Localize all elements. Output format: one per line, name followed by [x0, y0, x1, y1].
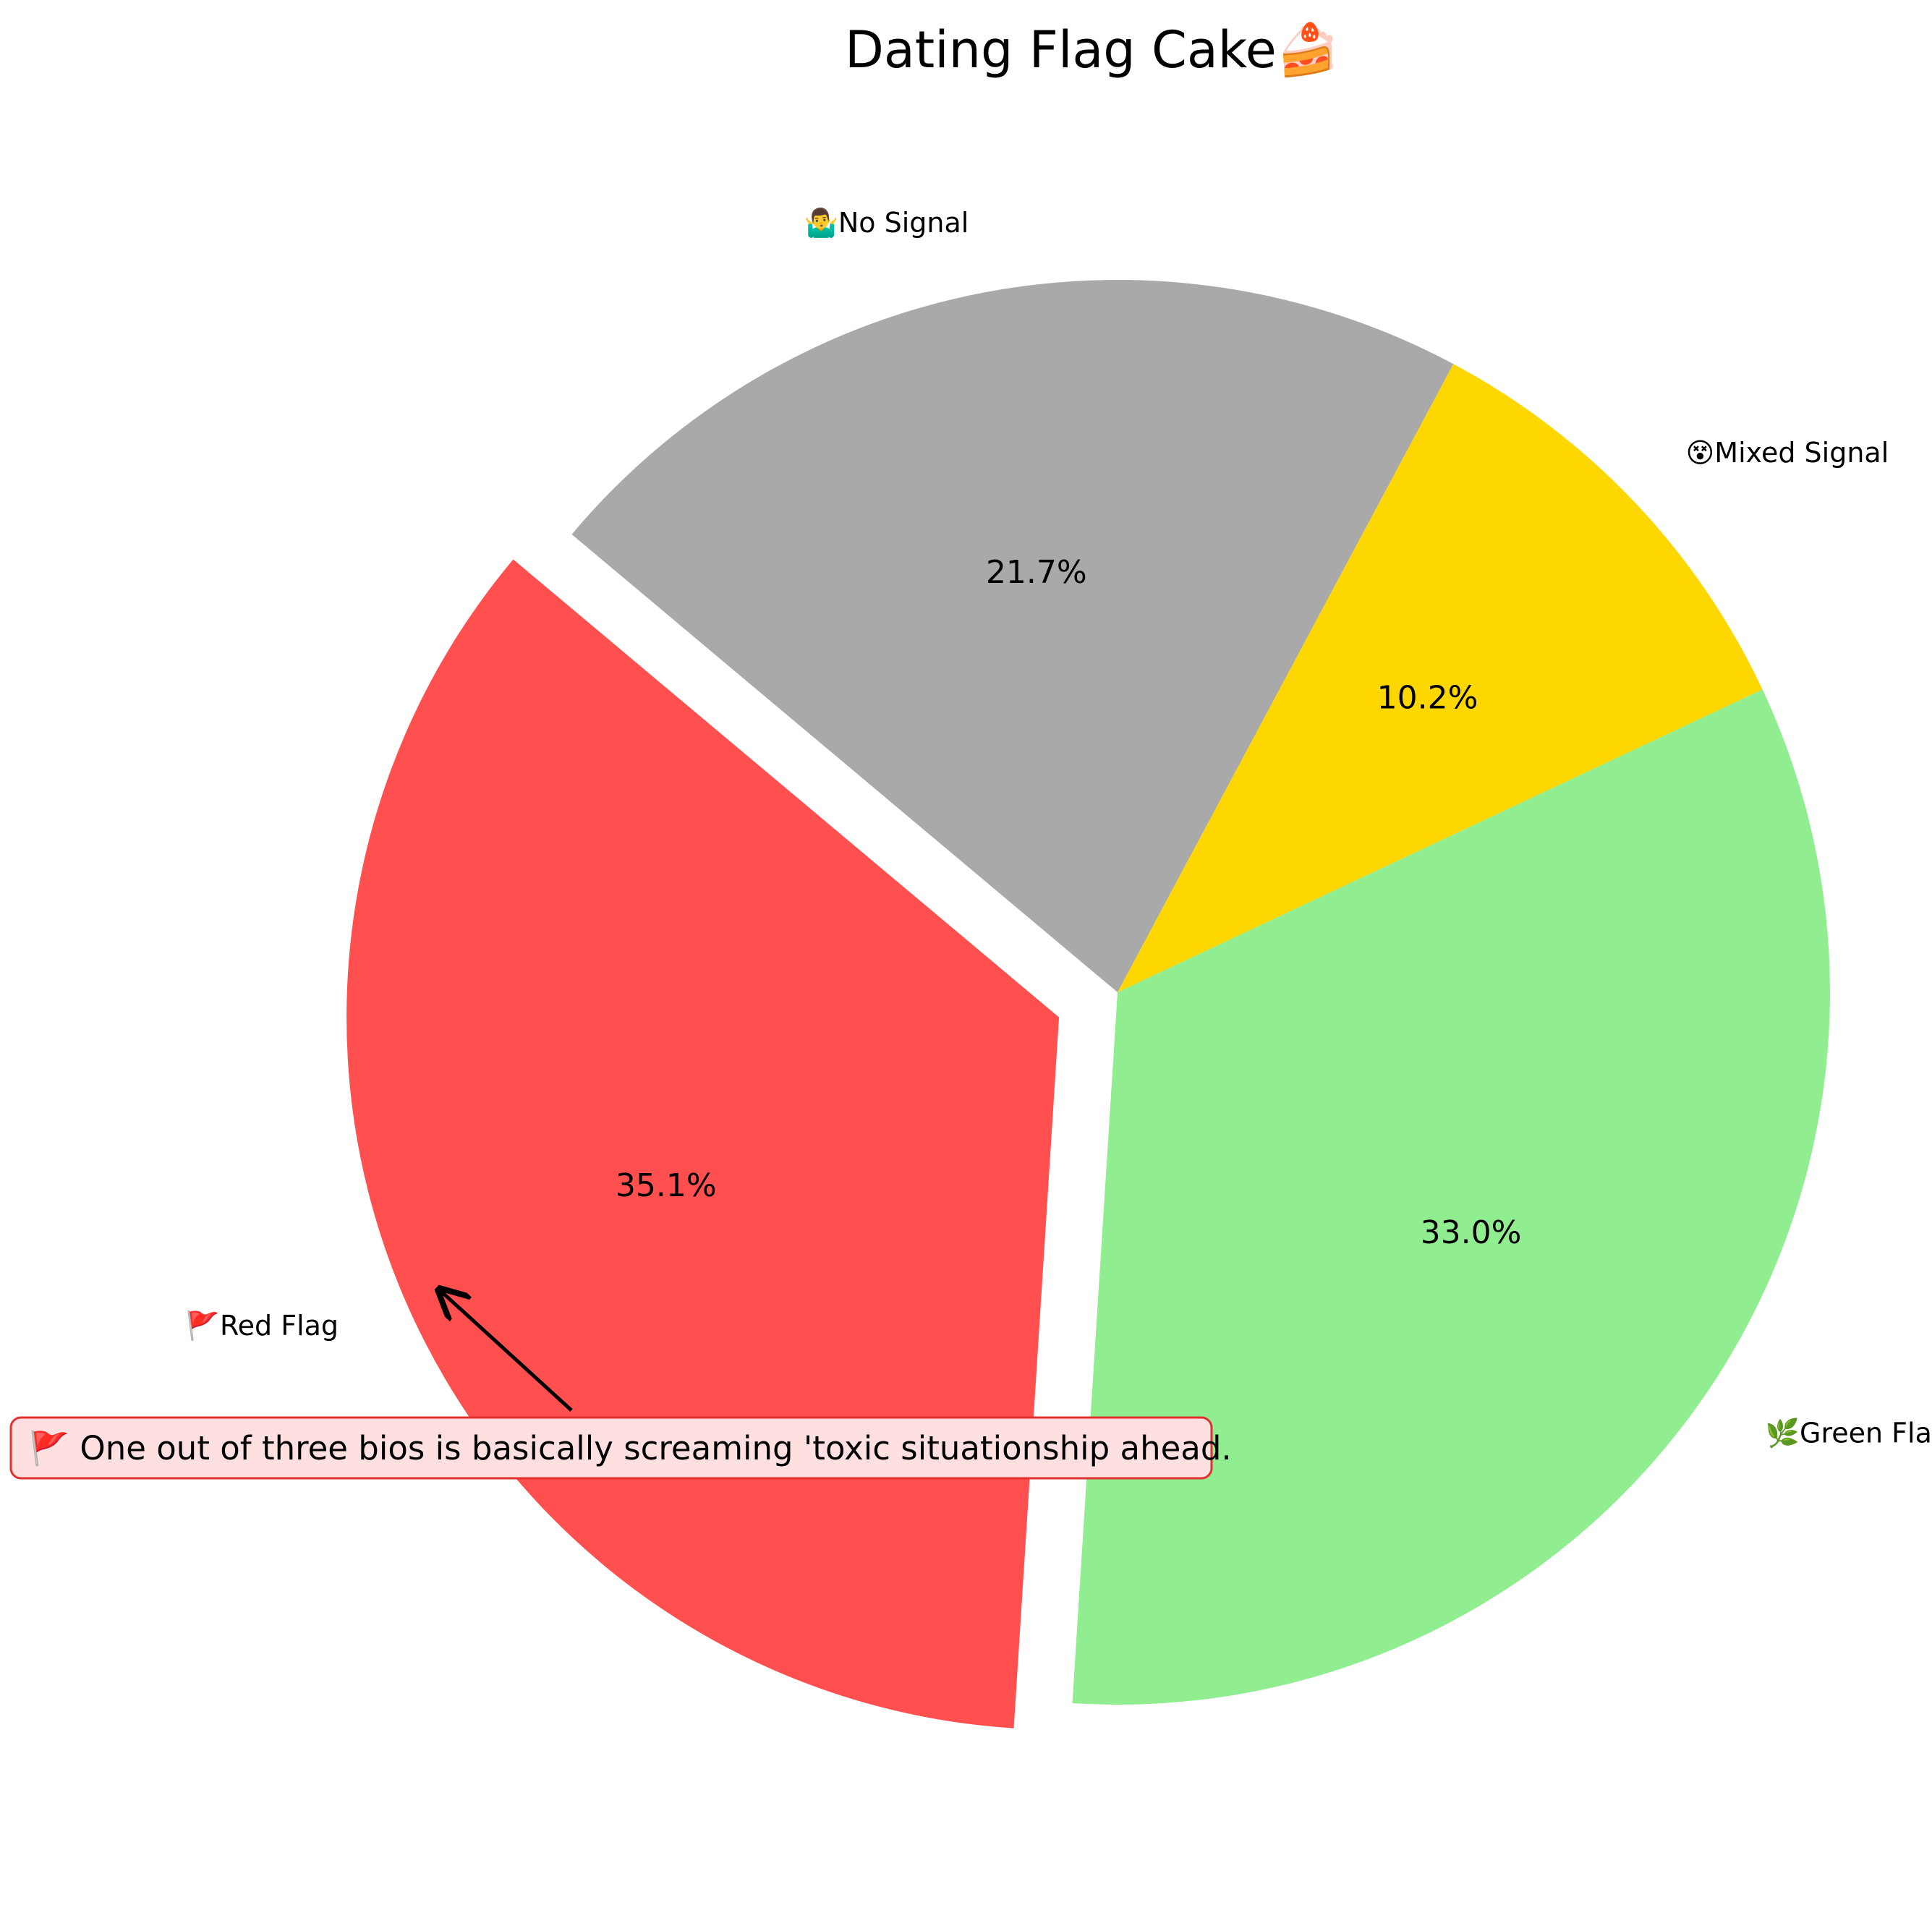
annotation-box: [9, 1416, 1213, 1480]
slice-no-signal: [571, 280, 1454, 993]
annotation-text: 🚩 One out of three bios is basically scr…: [29, 1429, 1232, 1467]
chart-title: Dating Flag Cake🍰: [845, 20, 1340, 80]
annotation: 🚩 One out of three bios is basically scr…: [9, 1290, 1232, 1480]
percent-label-green-flag: 33.0%: [1421, 1214, 1522, 1251]
category-label-mixed-signal: 😵Mixed Signal: [1686, 437, 1889, 469]
category-labels: 🚩Red Flag 🌿Green Flag 😵Mixed Signal 🤷‍♂️No …: [186, 206, 1932, 1449]
slice-green-flag: [1072, 689, 1830, 1705]
category-label-green-flag: 🌿Green Flag: [1766, 1418, 1932, 1449]
percent-label-red-flag: 35.1%: [616, 1167, 717, 1204]
slice-mixed-signal: [1118, 364, 1763, 992]
annotation-arrow: [439, 1290, 573, 1412]
percent-label-mixed-signal: 10.2%: [1377, 680, 1478, 717]
category-label-no-signal: 🤷‍♂️No Signal: [804, 206, 969, 239]
category-label-red-flag: 🚩Red Flag: [186, 1310, 339, 1342]
pie-slices: [346, 280, 1830, 1728]
percent-labels: 35.1% 33.0% 10.2% 21.7%: [616, 554, 1522, 1251]
percent-label-no-signal: 21.7%: [986, 554, 1087, 591]
